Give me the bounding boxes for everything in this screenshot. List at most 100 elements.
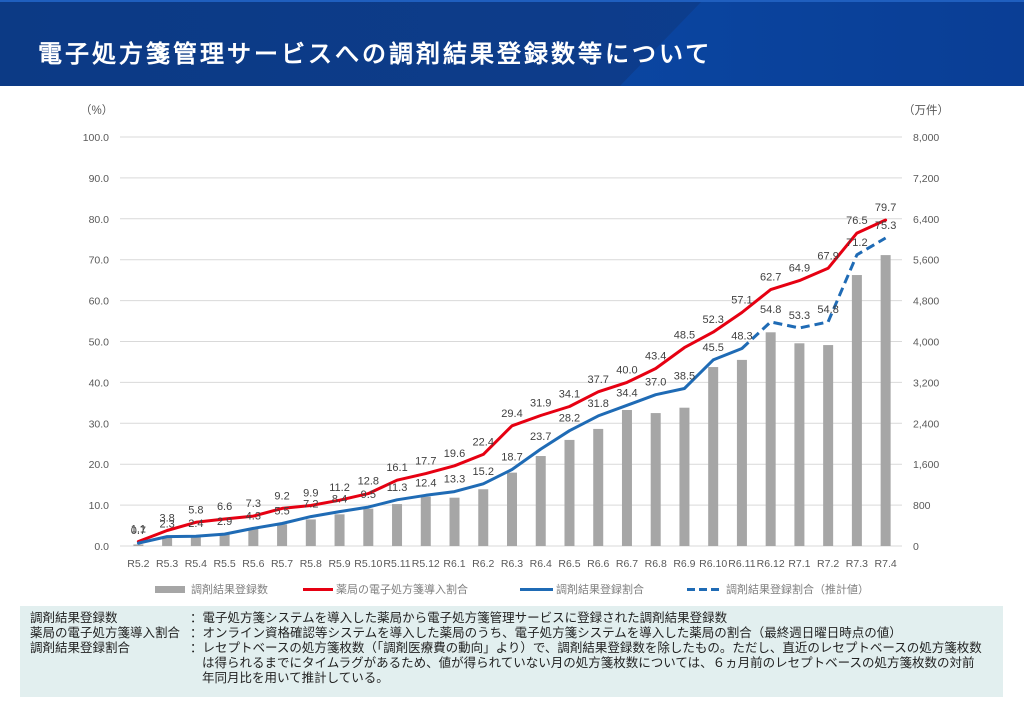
data-label: 5.5 (274, 506, 289, 518)
data-label: 7.3 (246, 498, 261, 510)
data-label: 48.3 (731, 330, 752, 342)
data-label: 67.9 (817, 250, 838, 262)
definition-term: 調剤結果登録数 (30, 611, 118, 625)
x-axis-tick-label: R5.11 (383, 558, 410, 570)
data-label: 3.8 (159, 512, 174, 524)
right-axis-tick-label: 800 (913, 500, 931, 512)
bar (392, 504, 403, 546)
data-label: 22.4 (473, 436, 494, 448)
data-label: 28.2 (559, 413, 580, 425)
data-labels: 1.1 3.8 5.8 6.6 7.3 9.2 9.9 11.2 12.8 16.1 17.7 19.… (131, 202, 897, 537)
data-label: 48.5 (674, 330, 695, 342)
x-axis-tick-label: R6.5 (558, 558, 580, 570)
data-label: 2.3 (159, 519, 174, 531)
separator: ： (190, 641, 203, 655)
data-label: 2.4 (188, 518, 203, 530)
data-label: 0.7 (131, 525, 146, 537)
definition-desc: レセプトベースの処方箋枚数（「調剤医療費の動向」より）で、調剤結果登録数を除した… (202, 641, 982, 685)
right-axis-tick-label: 2,400 (913, 418, 939, 430)
data-label: 9.2 (274, 490, 289, 502)
bar (190, 537, 201, 546)
bar (219, 534, 230, 546)
legend-item-registration-rate: 調剤結果登録割合 (520, 581, 644, 597)
data-label: 75.3 (875, 220, 896, 232)
bar (564, 439, 575, 546)
right-axis-tick-label: 5,600 (913, 255, 939, 267)
x-axis-tick-label: R6.12 (757, 558, 785, 570)
bar (478, 489, 489, 546)
bar (823, 345, 834, 546)
right-axis-tick-label: 8,000 (913, 132, 939, 144)
bar (708, 367, 719, 546)
bar (621, 410, 632, 546)
separator: ： (190, 626, 203, 640)
x-axis-tick-label: R6.4 (530, 558, 552, 570)
left-axis-tick-label: 10.0 (89, 500, 110, 512)
legend-bar-swatch (155, 585, 185, 593)
x-axis-tick-label: R7.4 (875, 558, 897, 570)
legend-item-bar: 調剤結果登録数 (155, 581, 268, 597)
x-axis-tick-label: R6.9 (673, 558, 695, 570)
left-axis-tick-label: 50.0 (89, 337, 110, 349)
data-label: 4.3 (246, 510, 261, 522)
bar (794, 343, 805, 546)
left-axis-tick-label: 100.0 (83, 132, 109, 144)
x-axis-tick-label: R6.1 (443, 558, 465, 570)
data-label: 45.5 (702, 342, 723, 354)
data-label: 53.3 (789, 310, 810, 322)
left-axis-tick-label: 60.0 (89, 296, 110, 308)
definition-row: 薬局の電子処方箋導入割合 ：オンライン資格確認等システムを導入した薬局のうち、電… (30, 626, 1003, 641)
data-label: 34.1 (559, 389, 580, 401)
x-axis-tick-label: R7.2 (817, 558, 839, 570)
legend-label: 調剤結果登録割合（推計値） (726, 584, 869, 596)
data-label: 37.0 (645, 377, 666, 389)
x-axis-labels: R5.2 R5.3 R5.4 R5.5 R5.6 R5.7 R5.8 R5.9 R5.10 R5.… (127, 558, 897, 570)
definition-term: 薬局の電子処方箋導入割合 (30, 626, 181, 640)
x-axis-tick-label: R6.8 (645, 558, 667, 570)
x-axis-tick-label: R5.2 (127, 558, 149, 570)
x-axis-tick-label: R7.1 (788, 558, 810, 570)
right-axis-tick-label: 4,800 (913, 296, 939, 308)
right-axis-tick-label: 6,400 (913, 214, 939, 226)
legend-label: 調剤結果登録数 (191, 584, 268, 596)
definition-text: ：オンライン資格確認等システムを導入した薬局のうち、電子処方箋システムを導入した… (190, 626, 985, 641)
definition-desc: オンライン資格確認等システムを導入した薬局のうち、電子処方箋システムを導入した薬… (202, 626, 902, 640)
left-axis-tick-label: 70.0 (89, 255, 110, 267)
x-axis-tick-label: R6.3 (501, 558, 523, 570)
definition-row: 調剤結果登録数 ：電子処方箋システムを導入した薬局から電子処方箋管理サービスに登… (30, 611, 1003, 626)
line-1 (136, 218, 888, 543)
data-label: 31.8 (588, 398, 609, 410)
data-label: 38.5 (674, 371, 695, 383)
data-label: 15.2 (473, 466, 494, 478)
data-label: 62.7 (760, 272, 781, 284)
bar (650, 413, 661, 546)
bar (880, 255, 891, 546)
data-label: 11.3 (387, 482, 408, 494)
data-label: 13.3 (444, 474, 465, 486)
data-label: 18.7 (501, 452, 522, 464)
x-axis-tick-label: R5.3 (156, 558, 178, 570)
x-axis-tick-label: R5.12 (412, 558, 440, 570)
x-axis-tick-label: R6.7 (616, 558, 638, 570)
left-axis-tick-label: 40.0 (89, 377, 110, 389)
right-axis-tick-label: 7,200 (913, 173, 939, 185)
legend-label: 調剤結果登録割合 (556, 584, 644, 596)
data-label: 9.5 (361, 489, 376, 501)
data-label: 34.4 (616, 387, 637, 399)
data-label: 43.4 (645, 350, 666, 362)
left-axis-tick-label: 90.0 (89, 173, 110, 185)
bar (679, 407, 690, 546)
bar (535, 456, 546, 546)
x-axis-tick-label: R5.4 (185, 558, 207, 570)
data-label: 79.7 (875, 202, 896, 214)
bar (162, 537, 173, 546)
data-label: 29.4 (501, 408, 522, 420)
data-label: 17.7 (415, 456, 436, 468)
data-label: 40.0 (616, 364, 637, 376)
separator: ： (190, 611, 203, 625)
data-label: 6.6 (217, 501, 232, 513)
title-banner: 電子処方箋管理サービスへの調剤結果登録数等について (0, 0, 1024, 86)
data-label: 7.2 (303, 499, 318, 511)
data-label: 76.5 (846, 215, 867, 227)
